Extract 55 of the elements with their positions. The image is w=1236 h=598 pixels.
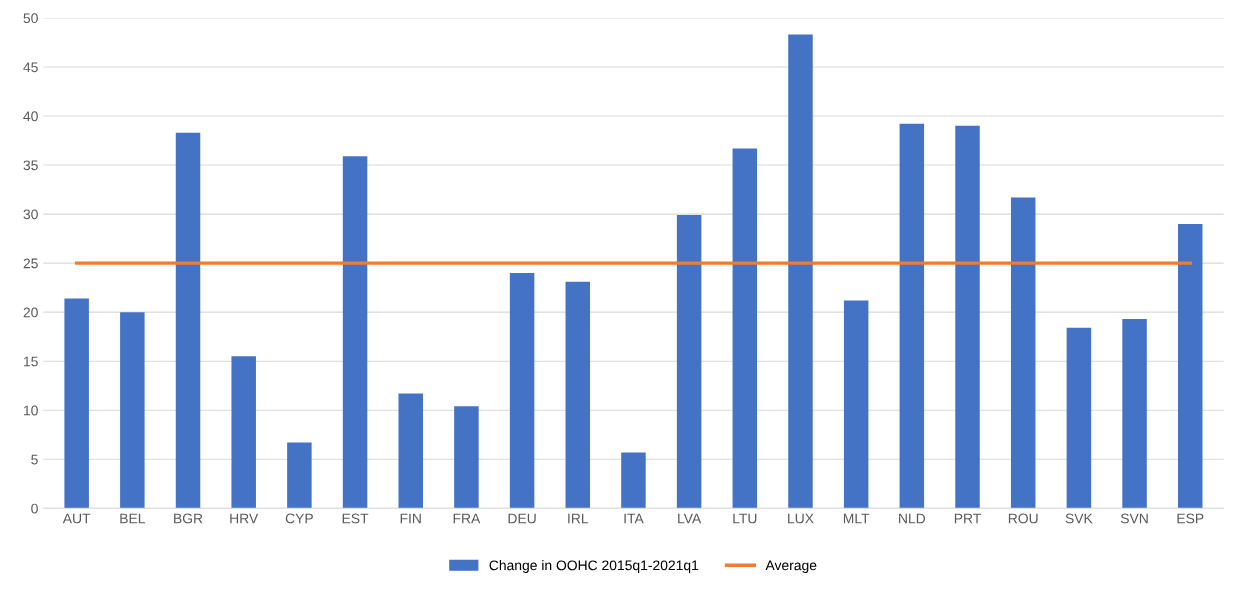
bar — [231, 356, 256, 509]
x-tick-label: ITA — [624, 513, 644, 524]
x-tick-label: LTU — [733, 513, 757, 524]
y-tick-label: 50 — [23, 13, 38, 24]
bar — [342, 156, 368, 509]
x-tick-label: LUX — [788, 513, 814, 524]
bar — [732, 148, 758, 509]
bar — [899, 123, 925, 509]
x-tick-label: ROU — [1008, 513, 1038, 524]
x-tick-label: HRV — [230, 513, 259, 524]
x-tick-label: MLT — [843, 513, 870, 524]
x-tick-label: AUT — [62, 513, 91, 524]
bar — [788, 34, 813, 509]
y-tick-label: 35 — [23, 160, 38, 171]
bar — [676, 215, 702, 509]
x-tick-label: LVA — [678, 513, 702, 524]
x-tick-label: ESP — [1177, 513, 1204, 524]
bar — [1122, 319, 1147, 509]
x-tick-label: BEL — [120, 513, 146, 524]
bar — [175, 132, 201, 509]
bar — [843, 300, 869, 509]
x-tick-label: BGR — [174, 513, 203, 524]
x-tick-label: CYP — [285, 513, 313, 524]
x-tick-label: FRA — [453, 513, 481, 524]
bar — [120, 312, 145, 509]
bar — [1010, 197, 1036, 509]
bar — [1066, 327, 1092, 509]
y-tick-label: 5 — [31, 454, 38, 465]
x-tick-label: IRL — [568, 513, 589, 524]
y-tick-label: 25 — [23, 258, 38, 269]
bar — [287, 442, 312, 509]
y-tick-label: 15 — [24, 356, 38, 367]
bar — [454, 406, 479, 509]
x-tick-label: PRT — [954, 513, 981, 524]
y-tick-label: 40 — [23, 111, 38, 122]
x-tick-label: FIN — [400, 513, 421, 524]
legend-label: Average — [765, 560, 817, 573]
x-tick-label: NLD — [899, 513, 926, 524]
legend-label: Change in OOHC 2015q1-2021q1 — [489, 560, 699, 573]
bar — [565, 281, 591, 509]
x-tick-label: SVK — [1065, 513, 1093, 524]
bar — [1177, 223, 1203, 509]
y-tick-label: 10 — [24, 405, 38, 416]
bar — [955, 125, 980, 509]
y-tick-label: 45 — [23, 62, 38, 73]
bar — [64, 298, 89, 509]
x-tick-label: SVN — [1120, 513, 1148, 524]
y-tick-label: 0 — [31, 503, 38, 514]
y-tick-label: 20 — [23, 307, 38, 318]
bar — [621, 452, 646, 509]
y-tick-label: 30 — [23, 209, 38, 220]
bar — [509, 272, 535, 509]
x-tick-label: EST — [342, 513, 369, 524]
bar — [398, 393, 423, 509]
x-tick-label: DEU — [508, 513, 536, 524]
